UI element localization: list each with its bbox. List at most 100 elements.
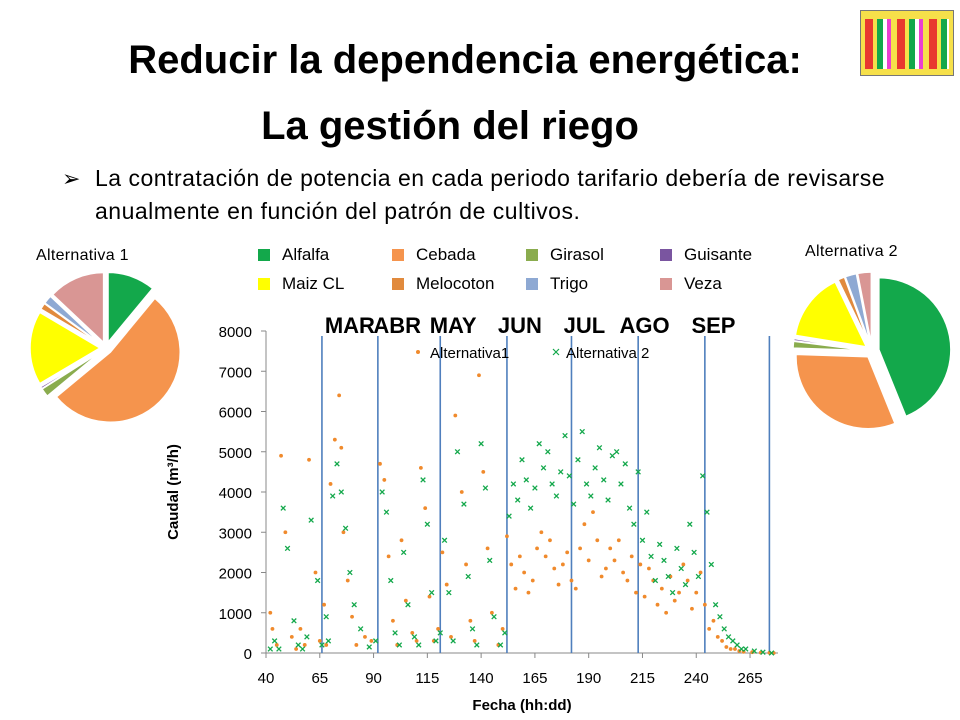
point-alternativa1 [369, 639, 374, 643]
legend-swatch [526, 278, 538, 290]
point-alternativa1 [274, 643, 279, 647]
point-alternativa1 [603, 566, 608, 571]
legend-label: Maiz CL [282, 274, 345, 293]
legend-item-trigo: Trigo [526, 273, 588, 295]
point-alternativa1 [294, 647, 299, 651]
point-alternativa1 [449, 635, 453, 639]
point-alternativa1 [655, 602, 660, 607]
point-alternativa-2 [420, 477, 426, 483]
point-alternativa-2 [433, 638, 439, 644]
point-alternativa-2 [652, 577, 659, 584]
point-alternativa-2 [392, 630, 398, 636]
point-alternativa-2 [325, 638, 332, 644]
point-alternativa1 [578, 546, 582, 551]
point-alternativa-2 [351, 601, 357, 608]
crop-calendar-thumbnail [860, 10, 954, 76]
point-alternativa-2 [383, 509, 390, 515]
point-alternativa1 [289, 635, 294, 639]
point-alternativa-2 [478, 440, 484, 447]
point-alternativa1 [363, 635, 367, 639]
x-tick-label: 215 [630, 670, 655, 687]
point-alternativa1 [629, 554, 634, 559]
point-alternativa1 [399, 538, 404, 543]
legend-item-maiz-cl: Maiz CL [258, 273, 344, 295]
x-tick-label: 40 [258, 670, 275, 687]
point-alternativa1 [535, 546, 539, 551]
y-tick-label: 3000 [219, 525, 252, 542]
series-legend: Alternativa1 Alternativa 2 [416, 345, 649, 362]
point-alternativa-2 [588, 493, 594, 499]
point-alternativa-2 [437, 630, 444, 636]
point-alternativa1 [307, 457, 311, 462]
point-alternativa1 [573, 586, 578, 591]
point-alternativa-2 [579, 428, 585, 435]
alternativa-1-label: Alternativa 1 [36, 247, 129, 264]
point-alternativa1 [328, 482, 333, 486]
pie-alternativa-1 [29, 271, 181, 423]
point-alternativa-2 [751, 648, 758, 654]
legend-marker-alternativa-2 [552, 348, 560, 356]
point-alternativa1 [539, 530, 544, 535]
pie-slice-veza [856, 271, 873, 345]
point-alternativa-2 [396, 642, 403, 648]
bullet-point: ➢ La contratación de potencia en cada pe… [62, 162, 922, 228]
point-alternativa1 [522, 570, 527, 575]
x-tick-label: 165 [522, 670, 547, 687]
point-alternativa-2 [682, 581, 689, 588]
point-alternativa-2 [699, 473, 706, 479]
point-alternativa-2 [424, 521, 431, 527]
point-alternativa1 [489, 610, 494, 615]
point-alternativa-2 [734, 642, 740, 648]
pie-slice-guisante [39, 350, 102, 390]
legend-label: Cebada [416, 245, 476, 264]
month-label-jul: JUL [564, 313, 606, 338]
month-label-mar: MAR [325, 313, 375, 338]
point-alternativa1 [505, 534, 509, 539]
x-tick-label: 140 [469, 670, 494, 687]
point-alternativa1 [517, 554, 522, 559]
point-alternativa1 [414, 639, 419, 643]
point-alternativa1 [702, 602, 707, 607]
point-alternativa1 [582, 522, 587, 527]
point-alternativa-2 [314, 577, 321, 584]
point-alternativa-2 [342, 525, 349, 531]
point-alternativa1 [313, 570, 318, 575]
point-alternativa1 [322, 602, 326, 607]
point-alternativa-2 [725, 634, 732, 640]
x-axis-title: Fecha (hh:dd) [472, 697, 571, 714]
point-alternativa1 [733, 647, 737, 651]
point-alternativa1 [423, 506, 428, 510]
point-alternativa-2 [613, 448, 620, 455]
point-alternativa-2 [454, 448, 461, 455]
y-tick-label: 1000 [219, 606, 252, 623]
point-alternativa-2 [465, 573, 471, 580]
legend-item-veza: Veza [660, 273, 722, 295]
point-alternativa1 [625, 578, 630, 583]
point-alternativa1 [621, 570, 626, 575]
point-alternativa1 [464, 562, 468, 567]
point-alternativa1 [664, 610, 669, 615]
point-alternativa1 [410, 630, 415, 635]
point-alternativa1 [565, 550, 570, 555]
y-tick-label: 4000 [219, 485, 252, 502]
point-alternativa1 [720, 639, 724, 643]
legend-swatch [526, 249, 538, 261]
point-alternativa-2 [557, 469, 564, 475]
legend-swatch [660, 278, 672, 290]
legend-label: Trigo [550, 274, 589, 293]
legend-item-guisante: Guisante [660, 244, 752, 266]
point-alternativa1 [690, 606, 694, 611]
point-alternativa-2 [295, 642, 302, 648]
point-alternativa-2 [405, 601, 411, 608]
month-label-abr: ABR [373, 313, 421, 338]
point-alternativa1 [345, 578, 350, 583]
pie-slice-veza [51, 271, 105, 345]
point-alternativa-2 [400, 549, 407, 556]
point-alternativa-2 [450, 638, 456, 644]
point-alternativa1 [481, 469, 486, 474]
point-alternativa-2 [366, 644, 373, 650]
point-alternativa-2 [626, 505, 633, 511]
month-label-jun: JUN [498, 313, 542, 338]
point-alternativa-2 [596, 444, 603, 451]
